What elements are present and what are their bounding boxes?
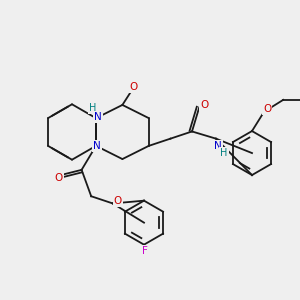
Text: H: H [220, 148, 228, 158]
Text: O: O [263, 104, 271, 114]
Text: O: O [129, 82, 137, 92]
Text: O: O [54, 173, 62, 183]
Text: F: F [142, 246, 148, 256]
Text: O: O [114, 196, 122, 206]
Text: N: N [93, 141, 101, 151]
Text: H: H [89, 103, 97, 113]
Text: N: N [94, 112, 102, 122]
Text: N: N [214, 141, 222, 151]
Text: O: O [200, 100, 208, 110]
